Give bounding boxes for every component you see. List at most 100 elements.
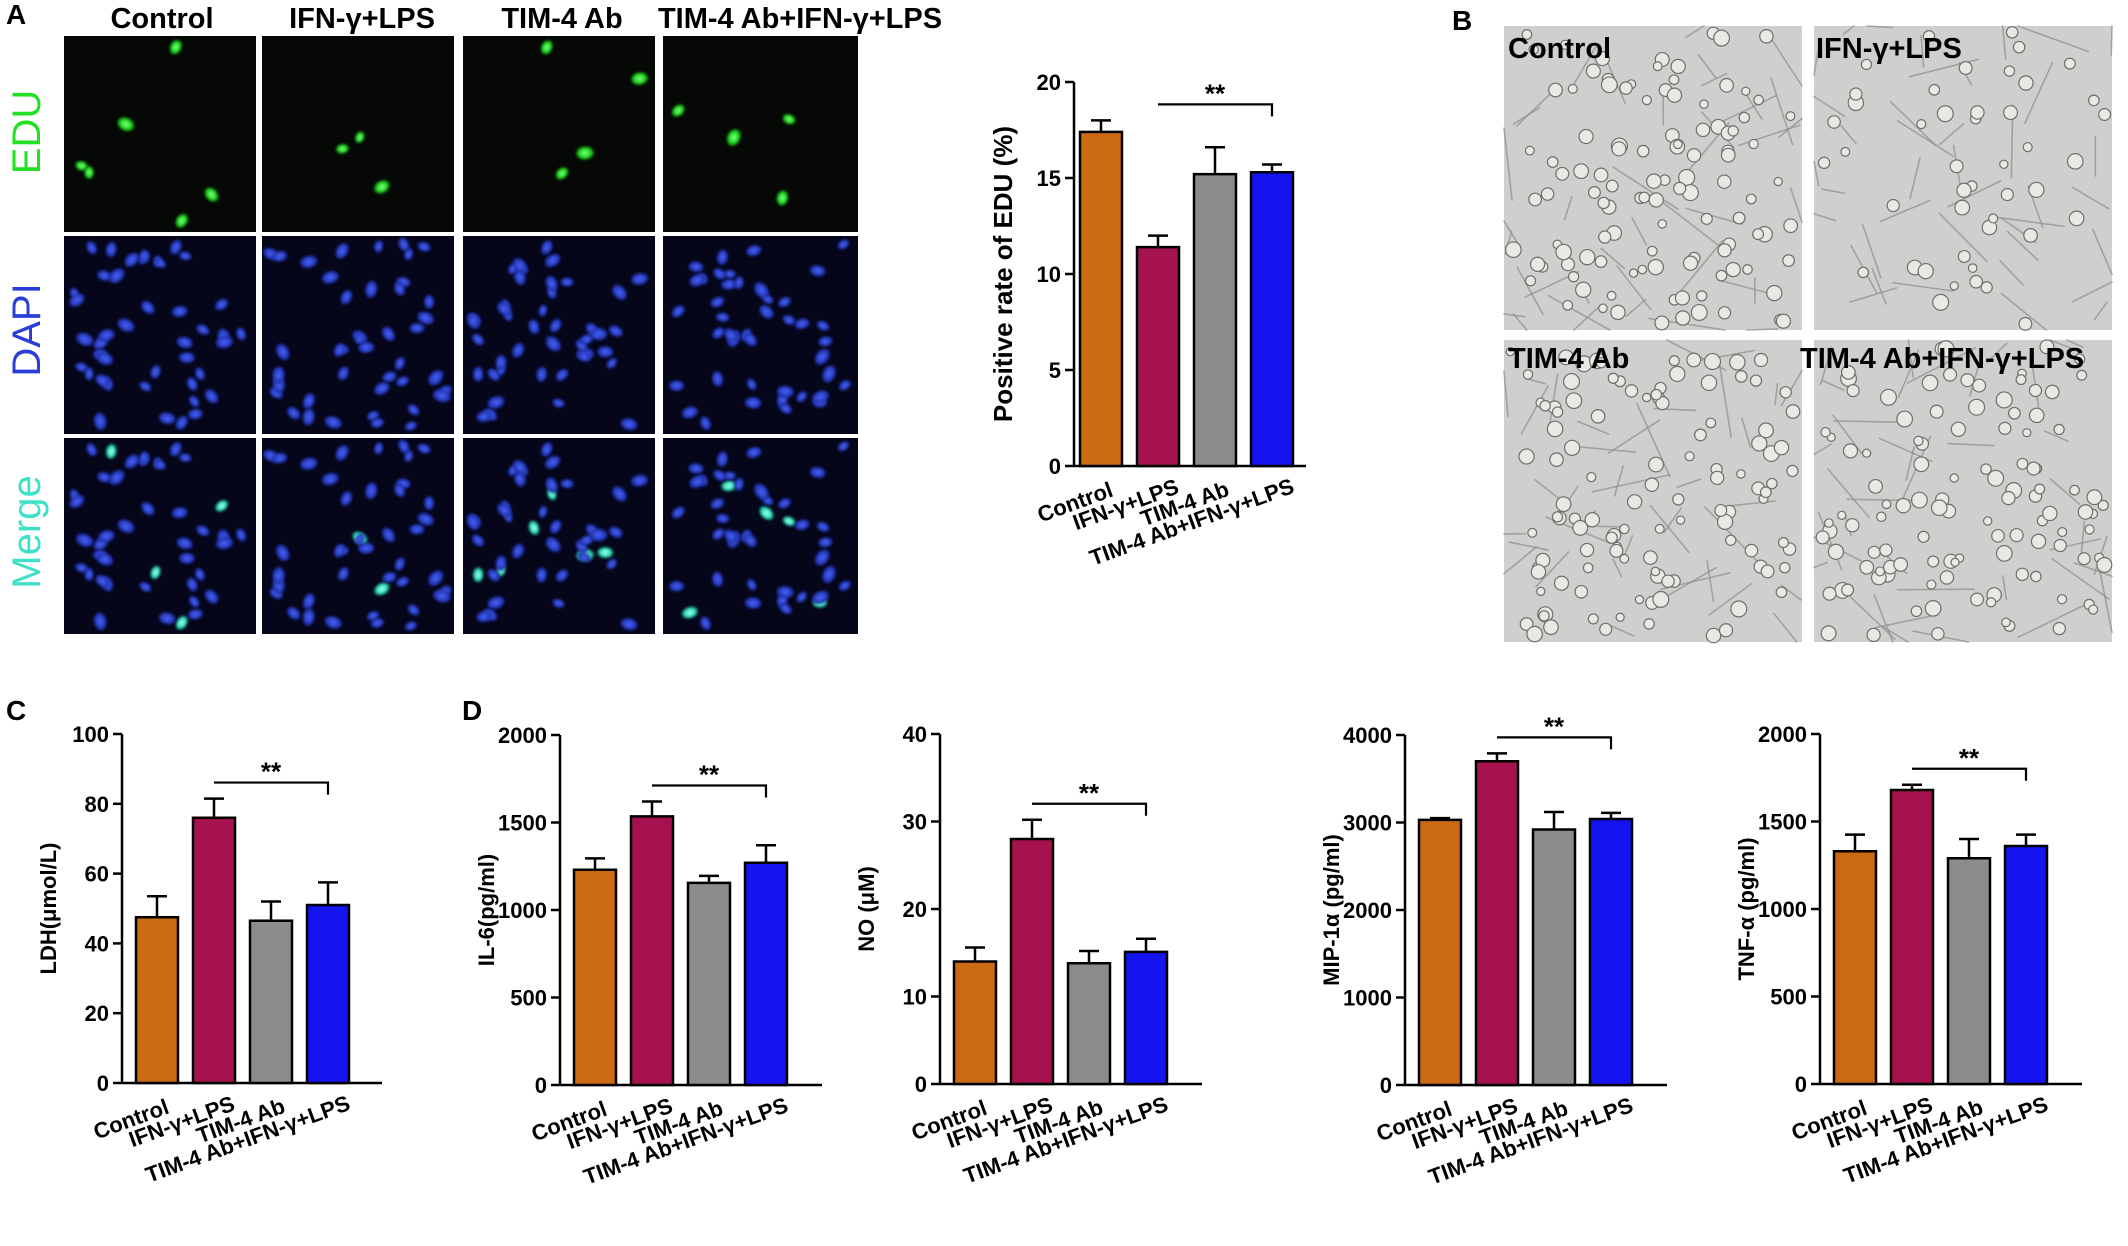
dapi-nucleus (779, 403, 792, 414)
panel-letter-c: C (6, 695, 26, 726)
cell-process (1728, 500, 1777, 507)
y-tick-label: 40 (85, 931, 109, 956)
cell-body (2034, 483, 2046, 495)
dapi-nucleus (712, 571, 723, 587)
dapi-nucleus (837, 441, 850, 452)
cell-body (1585, 63, 1601, 79)
dapi-nucleus (579, 535, 594, 546)
dapi-nucleus (734, 477, 744, 491)
cell-process (1570, 445, 1637, 454)
cell-body (2053, 423, 2065, 436)
cell-body (2097, 499, 2109, 512)
cell-process (1813, 443, 1833, 456)
dapi-nucleus (97, 270, 112, 281)
dapi-nucleus (433, 389, 451, 403)
dapi-nucleus (333, 543, 346, 558)
cell-body (1518, 448, 1535, 465)
y-tick-label: 500 (510, 986, 547, 1011)
dapi-nucleus (822, 565, 836, 584)
cell-body (1587, 186, 1601, 199)
cell-body (1741, 86, 1751, 96)
dapi-nucleus (355, 533, 365, 546)
bar (1889, 788, 1935, 1086)
dapi-nucleus (495, 555, 507, 571)
cell-body (1619, 523, 1630, 535)
dapi-nucleus (97, 472, 112, 483)
dapi-nucleus (158, 412, 176, 425)
cell-body (1949, 281, 1959, 291)
cell-body (1777, 537, 1789, 549)
cell-body (1714, 503, 1728, 517)
cell-body (1886, 198, 1900, 213)
cell-process (2093, 300, 2109, 321)
cell-body (1968, 398, 1986, 416)
cell-process (1874, 615, 1932, 629)
cell-body (2056, 594, 2068, 605)
dapi-nucleus (476, 411, 492, 422)
cell-body (1985, 597, 1997, 608)
dapi-nucleus (179, 352, 195, 364)
cell-body (1575, 281, 1592, 298)
cell-body (1526, 625, 1543, 643)
cell-body (1713, 29, 1731, 47)
merged-positive-nucleus (528, 520, 540, 536)
cell-process (1563, 195, 1573, 221)
dapi-nucleus (734, 276, 744, 290)
cell-process (1849, 287, 1898, 303)
dapi-nucleus (365, 482, 378, 500)
dapi-nucleus (394, 281, 405, 296)
dapi-nucleus (512, 543, 525, 559)
dapi-nucleus (577, 551, 591, 563)
dapi-nucleus (746, 579, 757, 591)
dapi-nucleus (466, 513, 480, 531)
dapi-nucleus (671, 305, 685, 318)
cell-body (1638, 191, 1651, 204)
cell-body (1827, 543, 1845, 560)
y-tick-label: 1000 (1758, 897, 1807, 922)
cell-body (2030, 570, 2042, 583)
cell-body (1567, 270, 1580, 283)
cell-body (2015, 567, 2029, 581)
cell-body (1572, 519, 1589, 536)
dapi-nucleus (712, 371, 723, 387)
cell-body (1759, 28, 1774, 44)
dapi-nucleus (545, 455, 561, 469)
microscopy-column-label: Control (110, 3, 213, 35)
cell-body (2016, 457, 2029, 470)
dapi-nucleus (394, 557, 405, 571)
dapi-nucleus (139, 381, 152, 392)
dapi-nucleus (394, 356, 405, 370)
bar (686, 881, 732, 1087)
dapi-nucleus (396, 376, 409, 387)
cell-body (1860, 58, 1873, 71)
dapi-nucleus (555, 368, 569, 381)
dapi-nucleus (204, 389, 219, 404)
dapi-nucleus (476, 611, 492, 623)
edu-positive-nucleus (576, 146, 594, 160)
dapi-nucleus (337, 567, 349, 581)
cell-body (1673, 181, 1687, 196)
y-tick-label: 20 (903, 897, 927, 922)
cell-body (1752, 228, 1765, 241)
cell-body (2077, 504, 2094, 520)
cell-body (1600, 76, 1618, 94)
dapi-nucleus (196, 525, 210, 537)
y-tick-label: 4000 (1343, 723, 1392, 748)
y-axis-title: LDH(μmol/L) (36, 843, 61, 975)
dapi-nucleus (335, 445, 349, 461)
cell-body (1643, 618, 1655, 630)
cell-body (1682, 255, 1699, 271)
cell-body (2074, 353, 2086, 365)
cell-body (1643, 550, 1658, 565)
cell-body (2018, 75, 2034, 91)
cell-process (1547, 294, 1611, 331)
cell-body (1565, 392, 1583, 410)
cell-body (1519, 617, 1534, 631)
cell-body (1785, 404, 1801, 419)
cell-process (1896, 588, 1976, 591)
cell-body (1840, 364, 1856, 380)
dapi-nucleus (404, 421, 417, 431)
cell-body (2026, 461, 2041, 476)
cell-body (1760, 564, 1775, 579)
